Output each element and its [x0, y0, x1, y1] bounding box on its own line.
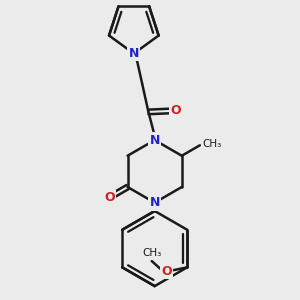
Text: O: O — [161, 265, 172, 278]
Text: CH₃: CH₃ — [202, 139, 221, 149]
Text: N: N — [149, 134, 160, 147]
Text: N: N — [149, 196, 160, 209]
Text: N: N — [129, 47, 139, 60]
Text: O: O — [170, 104, 181, 117]
Text: CH₃: CH₃ — [142, 248, 161, 258]
Text: O: O — [104, 191, 115, 204]
